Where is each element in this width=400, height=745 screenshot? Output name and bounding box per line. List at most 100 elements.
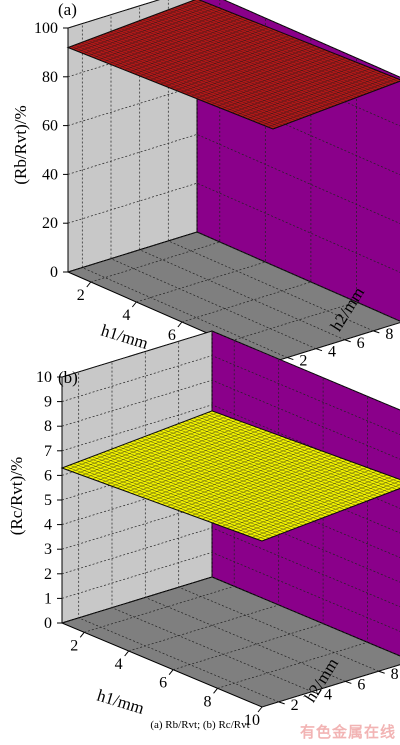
mesh-line — [191, 458, 343, 516]
mesh-line — [247, 70, 377, 119]
grid-line-z — [61, 552, 400, 632]
mesh-line — [226, 470, 378, 529]
mesh-line — [261, 488, 400, 542]
z-tick-label: 0 — [50, 264, 58, 281]
x-tick-label: 4 — [115, 656, 123, 673]
grid-line-z — [61, 379, 400, 460]
watermark: 有色金属在线 — [299, 723, 396, 741]
mesh-line — [200, 415, 400, 489]
mesh-line — [185, 45, 315, 95]
z-tick-label: 100 — [34, 20, 58, 37]
mesh-line — [252, 72, 382, 121]
mesh-line — [142, 19, 348, 102]
mesh-line — [174, 7, 380, 90]
surface-mesh — [61, 410, 400, 542]
y-tick — [378, 670, 385, 674]
y-tick — [344, 339, 351, 343]
mesh-line — [148, 17, 354, 99]
panel-label: (a) — [58, 0, 77, 19]
y-tick-label: 8 — [391, 666, 399, 683]
z-tick-label: 7 — [44, 443, 52, 460]
z-tick-label: 40 — [42, 166, 58, 183]
y-tick — [315, 348, 323, 352]
mesh-line — [171, 8, 377, 91]
grid-line-x — [181, 38, 312, 323]
mesh-line — [196, 460, 348, 518]
grid-line-z — [61, 330, 400, 411]
mesh-line — [190, 47, 321, 97]
mesh-line — [206, 53, 336, 103]
mesh-line — [226, 61, 356, 111]
mesh-line — [177, 6, 383, 88]
z-tick-label: 10 — [36, 369, 52, 386]
y-tick-label: 4 — [328, 344, 336, 361]
mesh-line — [216, 57, 346, 107]
mesh-line — [189, 419, 390, 493]
mesh-line — [231, 472, 383, 531]
mesh-line — [237, 66, 367, 115]
mesh-line — [181, 422, 383, 496]
figure-caption: (a) Rb/Rvt; (b) Rc/Rvt — [150, 719, 250, 731]
mesh-line — [171, 450, 323, 509]
chart-panel-a: 020406080100246810246810h1/mmh2/mm(Rb/Rv… — [11, 0, 400, 384]
mesh-line — [151, 433, 353, 507]
mesh-line — [193, 417, 394, 492]
grid-line-z — [67, 0, 400, 78]
mesh-line — [221, 469, 373, 527]
z-tick-label: 5 — [44, 492, 52, 509]
mesh-line — [231, 63, 362, 113]
mesh-line — [211, 465, 363, 523]
z-tick-label: 20 — [42, 215, 58, 232]
grid-line-z — [67, 231, 400, 322]
x-axis-label: h1/mm — [95, 686, 147, 718]
y-tick-label: 2 — [291, 697, 299, 714]
mesh-line — [199, 0, 400, 80]
mesh-line — [256, 484, 400, 540]
mesh-line — [211, 410, 400, 480]
mesh-line — [144, 436, 345, 510]
x-tick — [86, 281, 92, 288]
mesh-line — [204, 413, 400, 486]
z-tick-label: 6 — [44, 467, 52, 484]
z-tick-label: 8 — [44, 418, 52, 435]
x-tick-label: 2 — [77, 287, 85, 304]
x-tick-label: 6 — [159, 675, 167, 692]
mesh-line — [196, 49, 326, 99]
y-tick-label: 6 — [357, 676, 365, 693]
y-tick-label: 8 — [385, 326, 393, 343]
mesh-line — [151, 15, 357, 98]
mesh-line — [161, 12, 367, 94]
x-tick — [79, 632, 85, 638]
mesh-line — [176, 452, 328, 511]
y-tick — [345, 680, 352, 684]
mesh-line — [216, 467, 368, 525]
mesh-line — [241, 476, 393, 534]
mesh-line — [166, 427, 368, 502]
x-tick — [168, 669, 174, 675]
x-axis-label: h1/mm — [99, 321, 151, 353]
grid-line-z — [61, 527, 400, 608]
mesh-line — [262, 76, 392, 126]
mesh-line — [196, 416, 398, 490]
mesh-line — [158, 13, 364, 96]
x-tick-label: 2 — [70, 637, 78, 654]
mesh-line — [180, 4, 386, 87]
mesh-line — [159, 430, 360, 505]
mesh-line — [201, 51, 331, 101]
mesh-line — [184, 3, 390, 86]
mesh-line — [170, 426, 371, 500]
tick-labels: 012345678910246810246810 — [36, 369, 399, 729]
panel-label: (b) — [58, 368, 78, 387]
mesh-line — [185, 420, 386, 495]
z-tick-label: 60 — [42, 118, 58, 135]
mesh-line — [136, 439, 338, 513]
z-tick-label: 4 — [44, 517, 52, 534]
x-tick-label: 4 — [122, 307, 130, 324]
chart-panel-b: 012345678910246810246810h1/mmh2/mm(Rc/Rv… — [7, 330, 400, 729]
grid-line-z — [67, 134, 400, 224]
mesh-line — [174, 425, 375, 499]
y-tick-label: 6 — [357, 335, 365, 352]
grid-line-z — [67, 182, 400, 273]
mesh-line — [267, 78, 397, 128]
